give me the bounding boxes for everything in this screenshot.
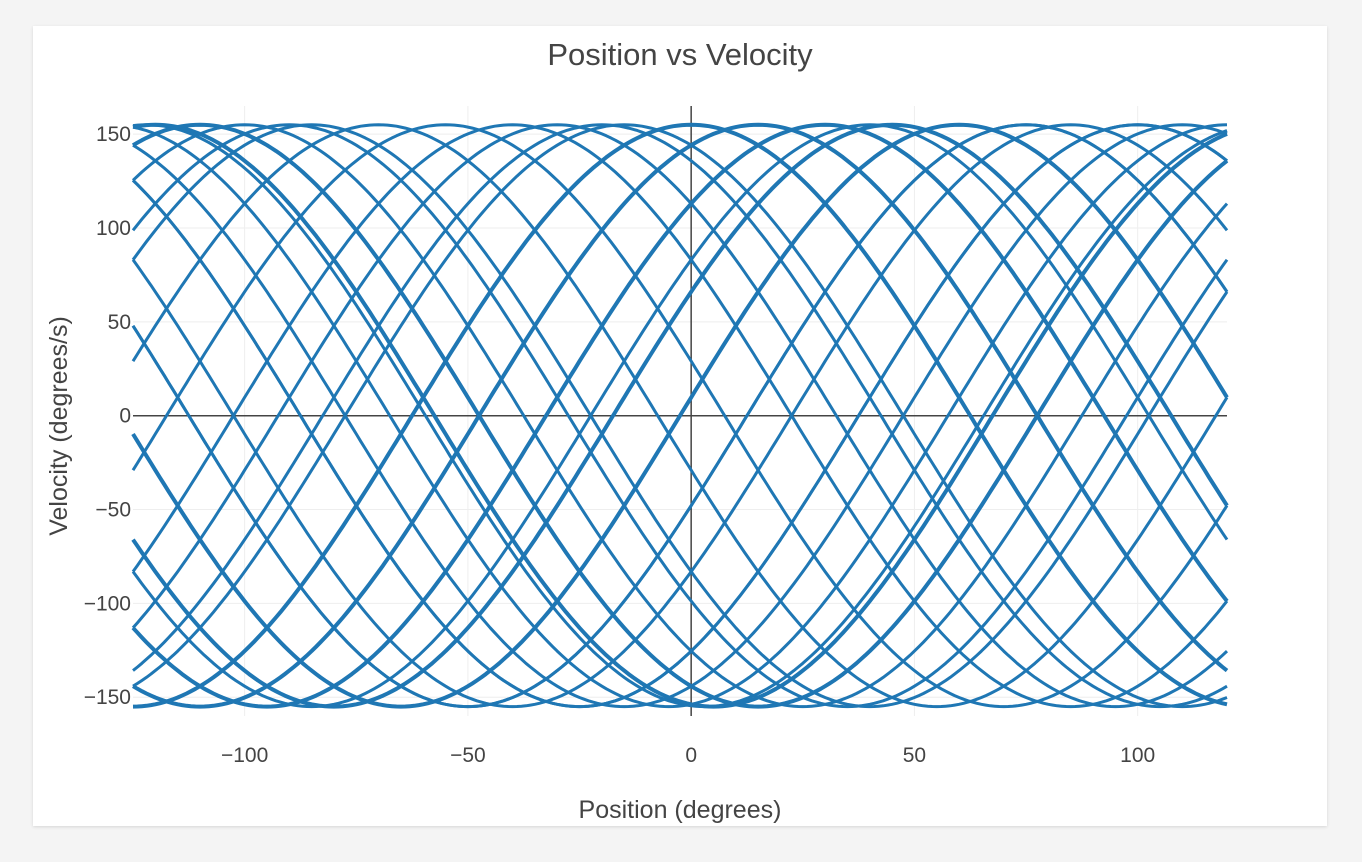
trajectory-branch (132, 123, 1228, 709)
chart-title: Position vs Velocity (547, 37, 813, 72)
x-tick-label: 0 (685, 744, 697, 767)
trajectory-branch (131, 123, 1229, 709)
trajectory-branch (131, 123, 1229, 709)
trajectory-branch (131, 123, 1229, 709)
y-tick-label: −100 (84, 592, 131, 615)
trajectory-branch (132, 123, 1228, 709)
y-tick-label: 150 (96, 123, 131, 146)
x-axis-ticks: −100 −50 0 50 100 (221, 744, 1155, 767)
x-tick-label: 100 (1120, 744, 1155, 767)
trajectory-branch (132, 122, 1228, 709)
trajectory-branch (131, 123, 1229, 709)
x-tick-label: 50 (903, 744, 926, 767)
chart-svg: Position vs Velocity −100 −50 0 50 100 −150−… (45, 37, 1229, 824)
trajectory-branch (132, 123, 1228, 709)
trajectory-branch (131, 122, 1229, 709)
y-axis-title: Velocity (degrees/s) (45, 316, 73, 536)
trajectory-branch (132, 123, 1228, 709)
y-tick-label: 100 (96, 217, 131, 240)
trace-group (131, 122, 1229, 709)
trajectory-branch (131, 123, 1228, 709)
chart-card: Position vs Velocity −100 −50 0 50 100 −150−… (33, 26, 1327, 826)
y-tick-label: 50 (108, 311, 131, 334)
trajectory-branch (132, 123, 1228, 709)
y-tick-label: −150 (84, 686, 131, 709)
x-axis-title: Position (degrees) (579, 796, 782, 824)
trajectory-branch (131, 123, 1229, 709)
trajectory-branch (131, 123, 1229, 709)
trajectory-branch (131, 122, 1229, 709)
trajectory-branch (131, 122, 1229, 709)
trajectory-branch (132, 122, 1228, 709)
x-tick-label: −100 (221, 744, 268, 767)
trajectory-branch (131, 123, 1229, 709)
y-axis-ticks: −150 −100 −50 0 50 100 150 (84, 123, 131, 709)
y-tick-label: −50 (95, 499, 131, 522)
y-tick-label: 0 (119, 405, 131, 428)
x-tick-label: −50 (450, 744, 486, 767)
trajectory-branch (131, 123, 1229, 709)
trajectory-branch (131, 123, 1229, 709)
